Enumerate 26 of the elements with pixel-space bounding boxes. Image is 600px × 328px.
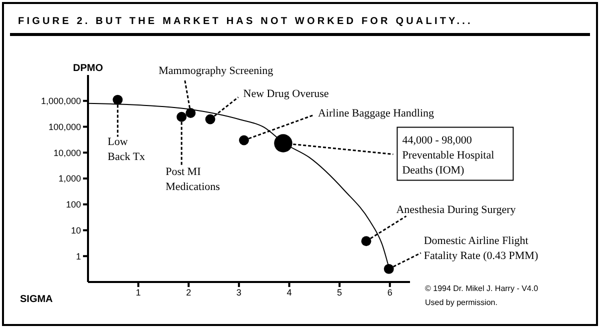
chart-title: FIGURE 2. BUT THE MARKET HAS NOT WORKED FOR QUALITY... [18,16,473,27]
annotation: 44,000 - 98,000 Preventable Hospital Deaths (IOM) [402,134,494,176]
y-tick-label: 10,000 [53,148,81,158]
y-tick-label: 1,000,000 [40,96,81,106]
x-tick-label: 4 [286,287,292,298]
y-tick-label: 100 [66,200,81,210]
y-tick-label: 1 [76,251,81,262]
x-tick-label: 5 [337,287,342,298]
annotation: Low Back Tx [108,136,146,163]
annotation: Airline Baggage Handling [318,107,435,120]
x-tick-label: 3 [236,287,242,298]
y-tick-label: 1,000 [58,174,81,184]
x-tick-label: 6 [387,287,392,298]
x-tick-label: 2 [186,287,192,298]
text: Used by permission. [425,298,498,307]
annotation: Mammography Screening [158,65,274,77]
y-tick-label: 10 [70,225,81,236]
annotation: New Drug Overuse [243,88,329,100]
annotation: Domestic Airline Flight Fatality Rate (0.43 PMM) [424,234,538,262]
annotation: Anesthesia During Surgery [396,204,516,216]
text: © 1994 Dr. Mikel J. Harry - V4.0 [425,284,539,293]
x-axis-title: SIGMA [20,294,53,305]
y-tick-label: 100,000 [48,122,81,132]
annotation: Post MI Medications [166,166,220,193]
x-tick-label: 1 [136,287,141,298]
y-axis-title: DPMO [73,63,104,74]
